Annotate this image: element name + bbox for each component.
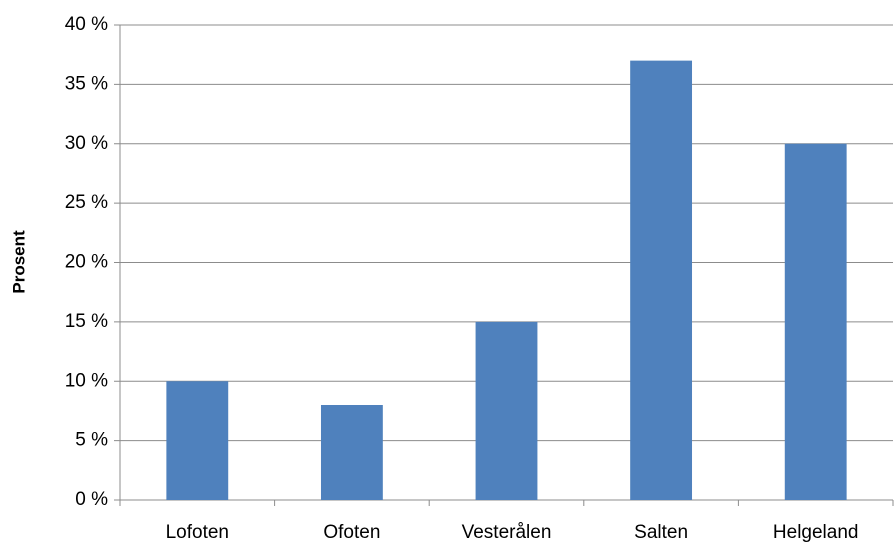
y-tick-label: 10 % (65, 370, 108, 391)
x-tick-label: Lofoten (166, 522, 229, 543)
y-tick-label: 35 % (65, 73, 108, 94)
y-tick-label: 0 % (75, 489, 108, 510)
y-axis-title: Prosent (9, 230, 28, 294)
y-tick-label: 40 % (65, 14, 108, 35)
x-tick-label: Vesterålen (462, 522, 552, 543)
x-tick-label: Salten (634, 522, 688, 543)
bar (630, 60, 693, 500)
bar (475, 321, 538, 500)
x-tick-label: Ofoten (323, 522, 380, 543)
bar (784, 143, 847, 500)
y-tick-label: 25 % (65, 192, 108, 213)
bar (320, 405, 383, 500)
bar (166, 381, 229, 500)
y-tick-label: 30 % (65, 133, 108, 154)
x-tick-label: Helgeland (773, 522, 859, 543)
y-tick-label: 5 % (75, 430, 108, 451)
y-tick-label: 15 % (65, 311, 108, 332)
y-tick-label: 20 % (65, 252, 108, 273)
